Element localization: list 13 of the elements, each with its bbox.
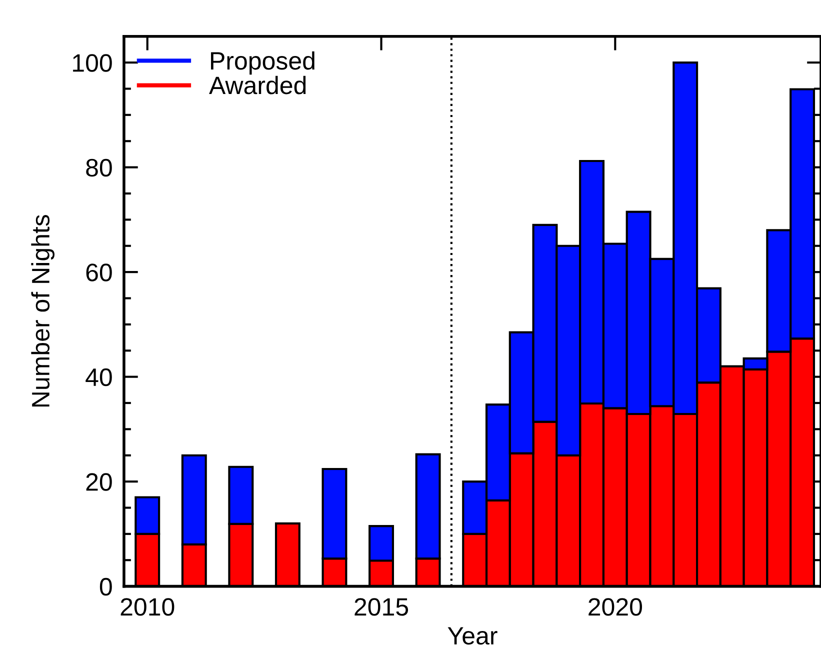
y-axis-title: Number of Nights xyxy=(31,214,54,407)
legend-label: Proposed xyxy=(211,51,314,75)
y-tick-label: 100 xyxy=(73,54,112,72)
y-tick-label: 20 xyxy=(86,473,112,491)
x-tick-label: 2020 xyxy=(588,598,642,616)
x-tick-label: 2010 xyxy=(120,598,174,616)
y-tick-label: 80 xyxy=(86,158,112,177)
x-axis-title: Year xyxy=(448,627,498,645)
y-tick-label: 40 xyxy=(86,368,112,386)
x-tick-label: 2015 xyxy=(354,598,408,616)
legend-label: Awarded xyxy=(209,76,306,94)
y-tick-label: 60 xyxy=(86,264,112,282)
y-tick-label: 0 xyxy=(100,578,112,596)
